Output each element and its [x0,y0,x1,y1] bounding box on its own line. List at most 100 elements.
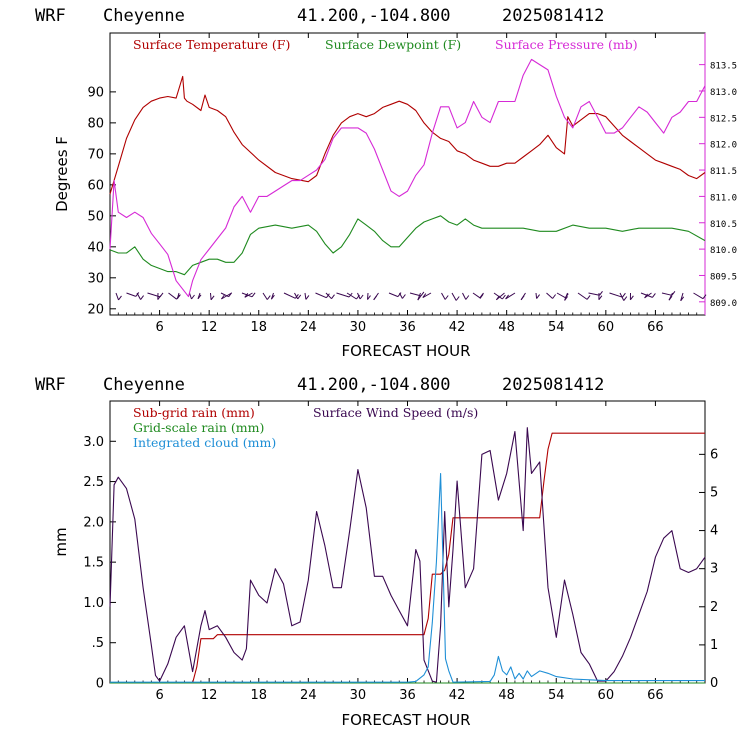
bottom-x-tick-label: 30 [350,688,367,703]
wind-barb-shaft [535,292,538,299]
top-header-coords: 41.200,-104.800 [297,6,451,26]
top-x-tick-label: 54 [548,320,565,335]
wind-barb-flag [622,292,626,298]
top-y-tick-label: 40 [87,240,104,255]
wind-barb-flag [422,293,427,298]
wind-barb-flag [397,292,402,297]
wind-barb-flag [630,295,634,301]
top-y2-tick-label: 810.0 [710,246,737,256]
bottom-x-tick-label: 6 [155,688,163,703]
bottom-x-tick-label: 66 [647,688,664,703]
wind-barb-flag [552,294,556,299]
wind-barb-flag [536,294,540,299]
legend-integrated-cloud: Integrated cloud (mm) [133,435,276,450]
wind-barb-flag [479,294,484,299]
legend-surface-temperature: Surface Temperature (F) [133,37,290,52]
wind-barb-shaft [462,292,467,300]
bottom-y-tick-label: 3.0 [83,435,104,450]
top-header-station: Cheyenne [103,6,185,26]
top-x-tick-label: 36 [399,320,416,335]
bottom-header-date: 2025081412 [502,375,604,395]
wind-barb-shaft [244,292,253,298]
wind-barb-flag [644,293,648,299]
integrated-cloud-line [110,472,705,683]
wind-barb-shaft [294,292,299,300]
wind-barb-flag [652,293,656,298]
top-y2-tick-label: 810.5 [710,220,737,230]
wind-barb-shaft [346,292,357,300]
wind-barb-shaft [168,292,177,300]
bottom-x-tick-label: 36 [399,688,416,703]
wind-barb-shaft [493,292,503,300]
bottom-header-model: WRF [35,375,66,395]
wind-barb-shaft [325,292,332,300]
wind-barb-flag [505,294,510,300]
top-x-tick-label: 66 [647,320,664,335]
bottom-y2-tick-label: 5 [710,485,718,500]
top-y2-tick-label: 811.0 [710,193,737,203]
surface-dewpoint-line [109,215,706,276]
legend-grid-scale-rain: Grid-scale rain (mm) [133,420,264,435]
sub-grid-rain-line [110,432,705,684]
wind-barb-flag [367,295,371,300]
wind-barb-flag [465,295,470,300]
surface-wind-speed-line [109,427,706,683]
top-y-tick-label: 90 [87,85,104,100]
wind-barb-flag [251,292,256,298]
bottom-y-tick-label: .5 [92,636,104,651]
bottom-x-axis-label: FORECAST HOUR [341,711,470,729]
top-y-tick-label: 50 [87,209,104,224]
top-header-model: WRF [35,6,66,26]
bottom-header-coords: 41.200,-104.800 [297,375,451,395]
wind-barb-flag [668,295,673,301]
top-y-axis-label: Degrees F [53,136,71,212]
top-series [109,58,706,298]
wind-barb-flag [140,295,145,300]
wind-barb-flag [455,296,460,301]
wind-barb-shaft [693,292,704,300]
wind-barb-shaft [441,292,446,300]
top-header-date: 2025081412 [502,6,604,26]
wind-barb-shaft [210,292,212,300]
wind-barb-shaft [262,292,268,300]
bottom-y-tick-label: 2.0 [83,515,104,530]
top-y-tick-label: 60 [87,178,104,193]
wind-barb-flag [297,294,302,300]
wind-barb-flag [598,295,603,301]
wind-barb-flag [325,293,330,299]
wind-barbs [115,290,707,302]
top-y-tick-label: 80 [87,116,104,131]
wind-barb-shaft [189,292,192,300]
top-y2-tick-label: 812.0 [710,141,737,151]
wind-barb-flag [305,295,310,300]
wind-barb-flag [599,290,603,296]
bottom-y2-tick-label: 1 [710,638,718,653]
legend-surface-pressure: Surface Pressure (mb) [495,37,638,52]
wind-barb-shaft [399,292,403,299]
top-x-tick-label: 60 [598,320,615,335]
bottom-y-tick-label: 1.0 [83,596,104,611]
top-y2-tick-label: 809.0 [710,299,737,309]
wind-barb-flag [210,295,215,301]
wind-barb-flag [244,292,249,298]
top-x-axis-label: FORECAST HOUR [341,342,470,360]
wind-barb-flag [359,294,364,300]
wind-barb-flag [702,294,707,300]
wind-barb-flag [270,294,275,300]
wind-barb-shaft [315,292,327,299]
bottom-y-tick-label: 0 [96,677,104,692]
top-y-tick-label: 30 [87,271,104,286]
bottom-panel: WRF Cheyenne 41.200,-104.800 2025081412 … [35,375,718,729]
wind-barb-shaft [451,292,457,301]
bottom-y2-tick-label: 2 [710,600,718,615]
wind-barb-flag [176,294,181,299]
wind-barb-flag [294,293,299,299]
bottom-x-tick-label: 54 [548,688,565,703]
wind-barb-flag [373,295,378,301]
top-panel: WRF Cheyenne 41.200,-104.800 2025081412 … [35,6,737,360]
legend-surface-dewpoint: Surface Dewpoint (F) [325,37,461,52]
wind-barb-flag [564,296,568,301]
wind-barb-shaft [367,292,369,300]
wind-barb-shaft [472,292,481,299]
wind-barb-shaft [220,292,229,298]
